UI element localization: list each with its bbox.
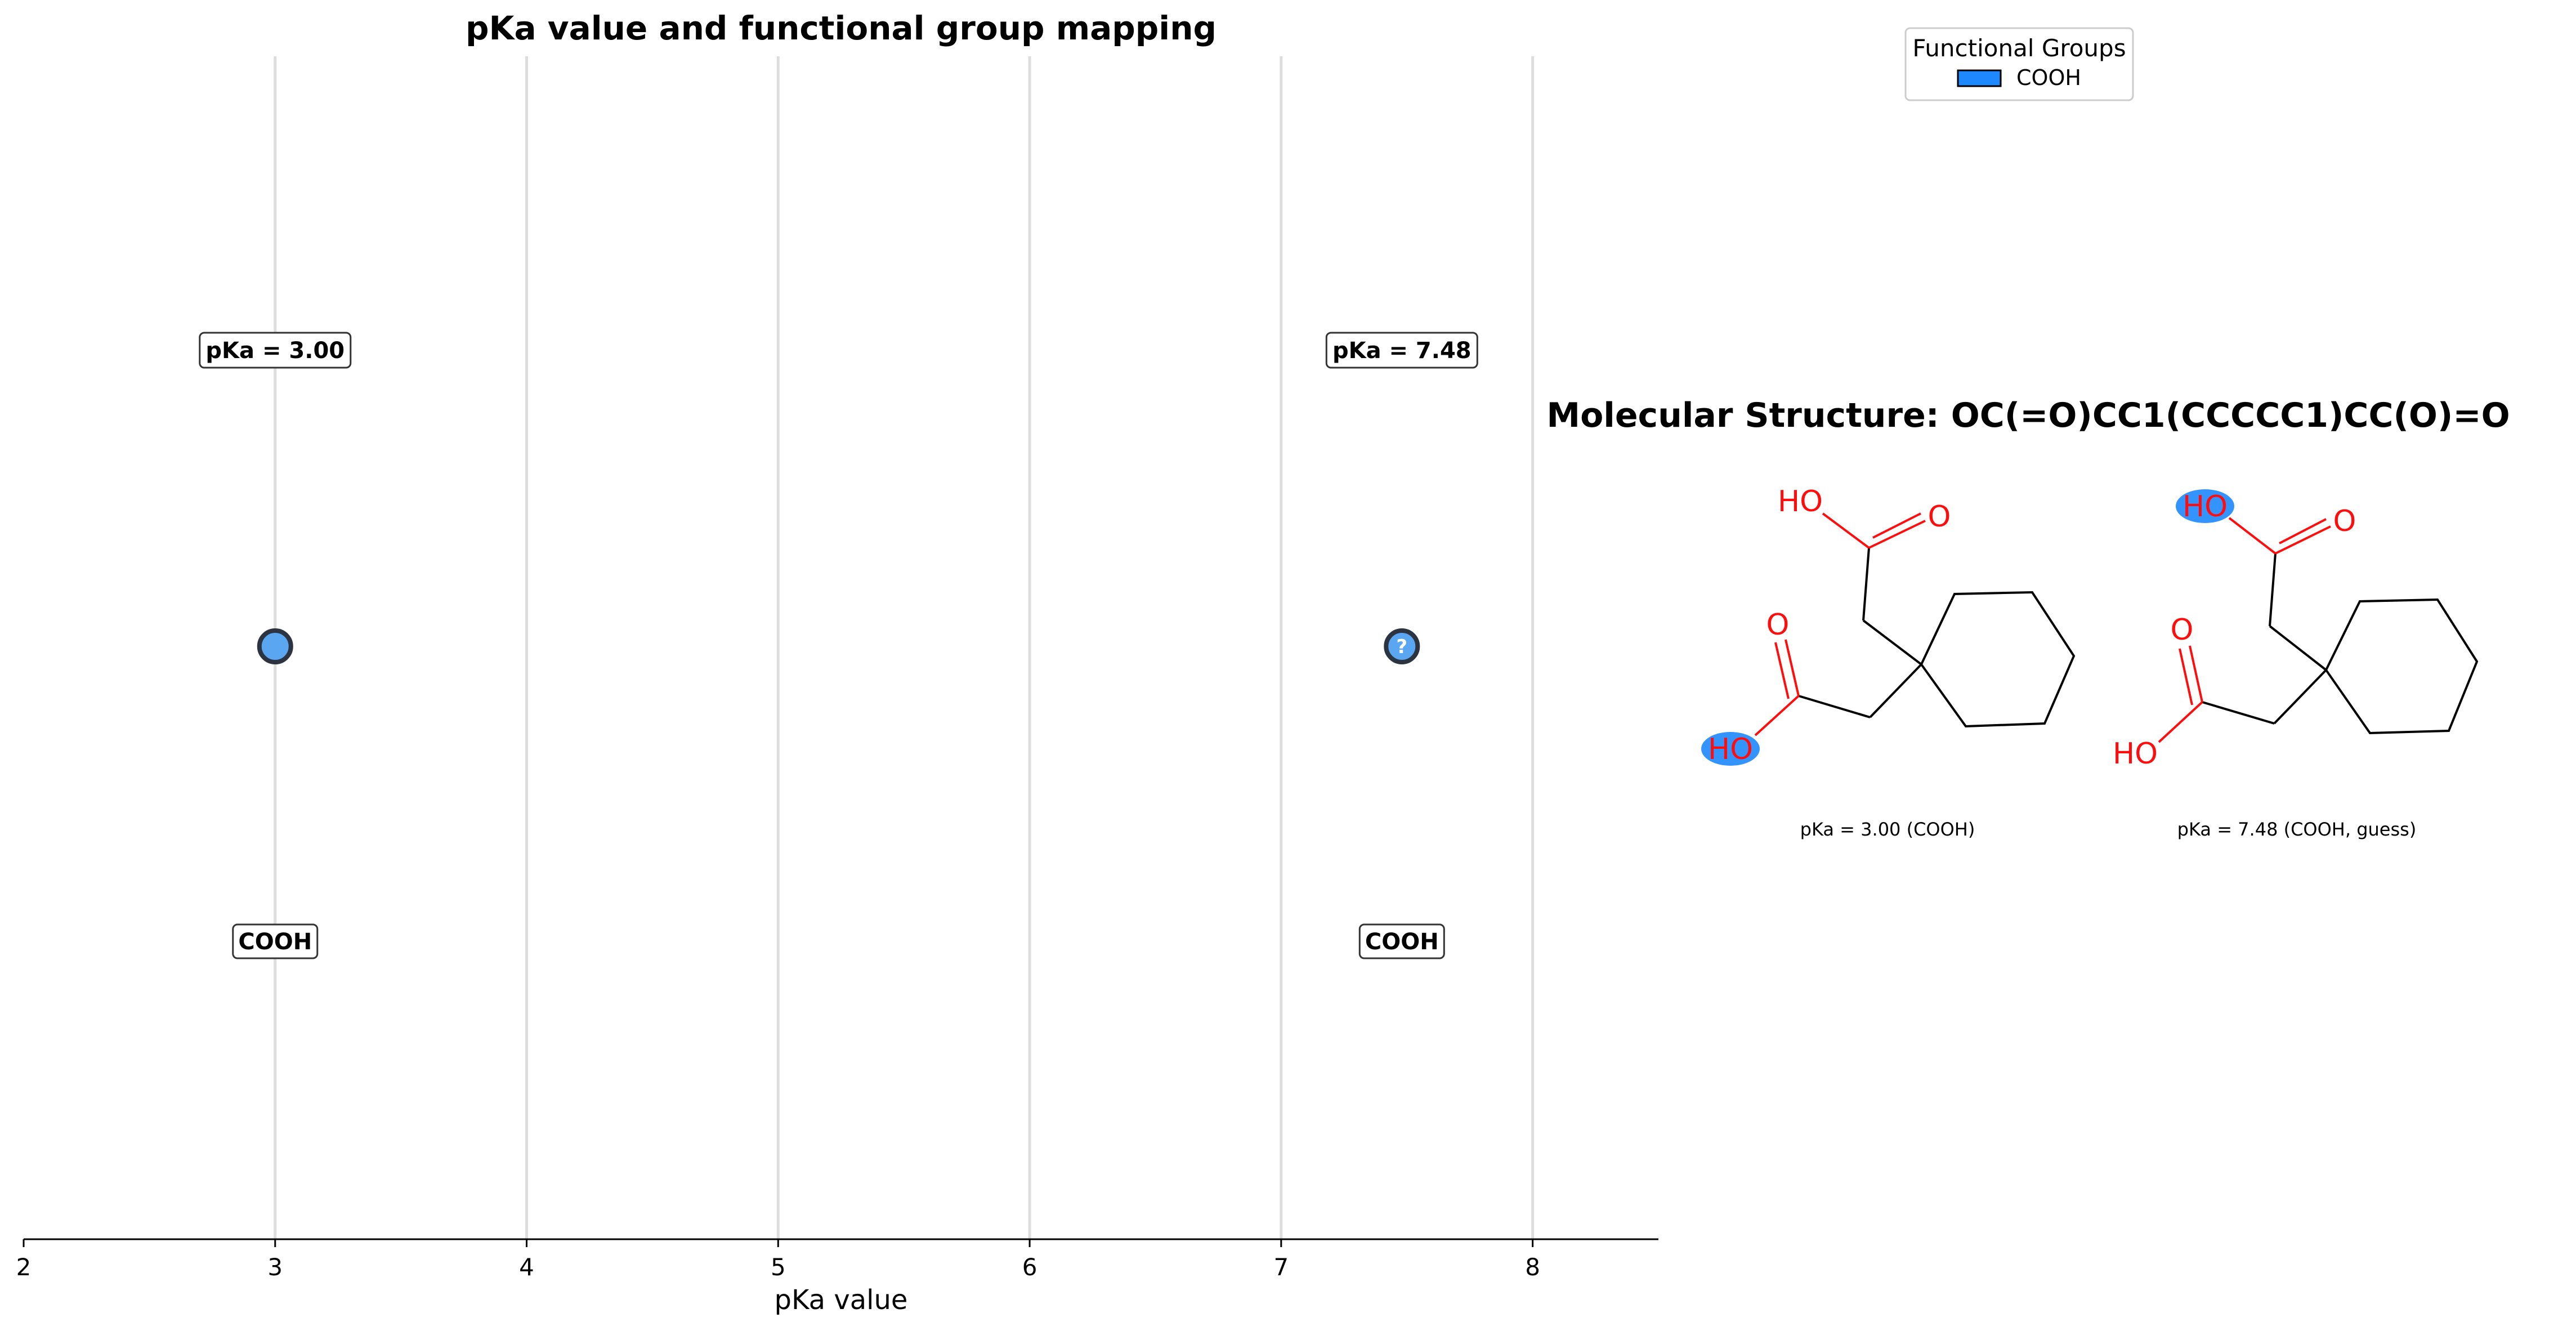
x-tick-label-3: 3 — [267, 1253, 283, 1281]
atom-label-top-oh: HO — [1778, 485, 1823, 519]
pka-label-box — [199, 332, 352, 369]
molecule-caption-2: pKa = 7.48 (COOH, guess) — [2177, 819, 2417, 840]
pka-plot: pKa value and functional group mapping 2… — [16, 9, 1658, 1316]
molecule-title: Molecular Structure: OC(=O)CC1(CCCCC1)CC… — [1546, 396, 2510, 435]
highlight-lower-ho — [1701, 732, 1760, 766]
molecule-structure-2: HO O O HO pKa = 7.48 (COOH, guess) — [2113, 489, 2479, 840]
group-label: COOH — [1365, 929, 1439, 955]
hetero-bonds-2 — [2158, 517, 2331, 743]
data-points: pKa = 3.00 COOH pKa = 7.48? COOH — [199, 332, 1478, 959]
chart-title: pKa value and functional group mapping — [466, 9, 1217, 47]
bonds-2 — [2202, 553, 2479, 735]
pka-label-box — [1325, 332, 1478, 369]
atom-label-top-oh-2: HO — [2183, 490, 2228, 524]
marker-glyph: ? — [1396, 636, 1407, 658]
atom-label-top-o: O — [1928, 500, 1951, 534]
atom-label-top-o-2: O — [2333, 504, 2356, 538]
atom-label-low-o-2: O — [2171, 613, 2194, 647]
x-tick-label-6: 6 — [1022, 1253, 1037, 1281]
pka-label: pKa = 7.48 — [1332, 338, 1472, 364]
atom-label-low-oh: HO — [1708, 733, 1753, 766]
legend-swatch-cooh — [1957, 69, 2002, 87]
group-label-box — [1358, 923, 1445, 959]
group-label-box — [232, 923, 319, 959]
atom-label-low-oh-2: HO — [2113, 737, 2158, 771]
legend-label-cooh: COOH — [2016, 65, 2081, 90]
group-label: COOH — [238, 929, 312, 955]
x-tick-label-7: 7 — [1273, 1253, 1289, 1281]
pka-label: pKa = 3.00 — [205, 338, 345, 364]
hetero-bonds-1 — [1754, 512, 1926, 736]
molecule-panel: Molecular Structure: OC(=O)CC1(CCCCC1)CC… — [1546, 396, 2510, 840]
molecule-caption-1: pKa = 3.00 (COOH) — [1800, 819, 1975, 840]
legend-title: Functional Groups — [1912, 34, 2126, 62]
bonds-1 — [1798, 547, 2076, 728]
x-axis-label: pKa value — [775, 1284, 908, 1316]
pka-marker — [257, 628, 293, 664]
molecule-structure-1: HO O O HO pKa = 3.00 (COOH) — [1701, 485, 2076, 840]
x-tick-label-5: 5 — [771, 1253, 786, 1281]
data-point-2: pKa = 7.48? COOH — [1325, 332, 1478, 959]
pka-marker — [1384, 628, 1420, 664]
x-tick-label-2: 2 — [16, 1253, 32, 1281]
atom-label-low-o: O — [1766, 608, 1790, 642]
x-tick-label-8: 8 — [1525, 1253, 1540, 1281]
legend: Functional Groups COOH — [1904, 27, 2134, 101]
highlight-upper-ho — [2176, 489, 2234, 523]
x-tick-label-4: 4 — [519, 1253, 534, 1281]
data-point-1: pKa = 3.00 COOH — [199, 332, 352, 959]
x-axis-ticks: 2 3 4 5 6 7 8 — [16, 1239, 1540, 1281]
grid-lines — [274, 56, 1535, 1239]
